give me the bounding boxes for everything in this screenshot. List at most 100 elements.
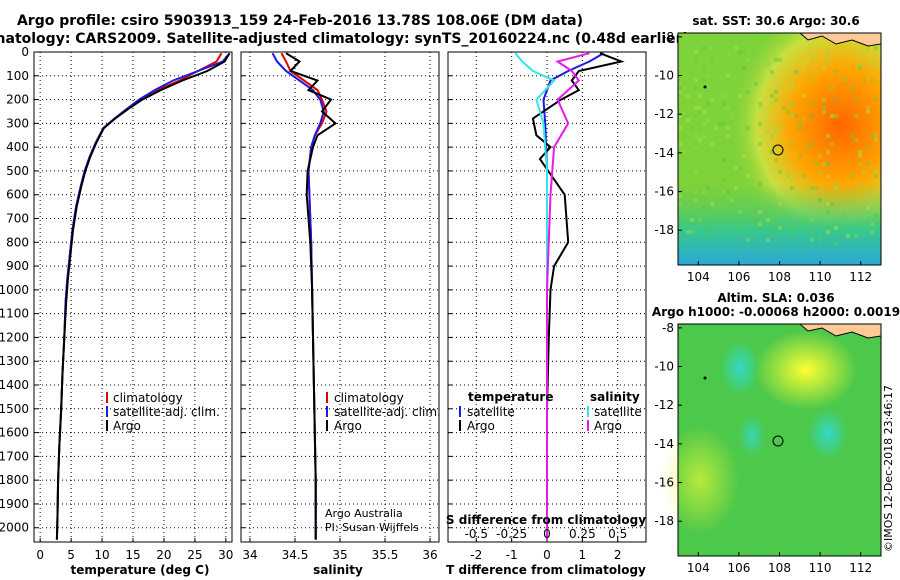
figure-title-line1: Argo profile: csiro 5903913_159 24-Feb-2… <box>17 13 583 29</box>
sst-map-title: sat. SST: 30.6 Argo: 30.6 <box>692 14 859 28</box>
sst-pixel <box>710 58 714 62</box>
sst-pixel <box>866 146 870 150</box>
sst-pixel <box>770 134 774 138</box>
sst-pixel <box>738 166 742 170</box>
sst-pixel <box>686 118 690 122</box>
sst-pixel <box>802 62 806 66</box>
sst-pixel <box>806 146 810 150</box>
depth-tick-label: 1600 <box>0 426 29 440</box>
legend-label-temp-argo: Argo <box>467 419 495 433</box>
depth-tick-label: 2000 <box>0 521 29 535</box>
sst-pixel <box>722 158 726 162</box>
sst-pixel <box>738 210 742 214</box>
depth-tick-label: 1400 <box>0 378 29 392</box>
sst-pixel <box>790 142 794 146</box>
sst-pixel <box>870 202 874 206</box>
x-tick-label: 20 <box>156 548 171 562</box>
series-line-salinity-argo <box>546 52 590 540</box>
sst-pixel <box>790 102 794 106</box>
sst-pixel <box>774 54 778 58</box>
sst-pixel <box>686 94 690 98</box>
lon-tick-label: 112 <box>849 561 872 575</box>
legend-label-climatology: climatology <box>334 391 404 405</box>
sst-pixel <box>710 98 714 102</box>
lat-tick-label: -14 <box>654 146 674 160</box>
sla-high-region-sw <box>660 425 740 535</box>
lat-tick-label: -10 <box>654 69 674 83</box>
sst-pixel <box>810 190 814 194</box>
sst-pixel <box>834 186 838 190</box>
sst-pixel <box>774 58 778 62</box>
s-diff-tick-label: 0.25 <box>569 527 596 541</box>
sst-pixel <box>782 150 786 154</box>
sst-pixel <box>678 82 682 86</box>
sst-pixel <box>722 190 726 194</box>
sst-pixel <box>874 46 878 50</box>
sst-pixel <box>702 110 706 114</box>
sst-pixel-noise <box>678 46 878 246</box>
sst-pixel <box>806 70 810 74</box>
sst-pixel <box>778 126 782 130</box>
sst-pixel <box>770 74 774 78</box>
x-tick-label: 0 <box>543 548 551 562</box>
sst-pixel <box>826 58 830 62</box>
salinity-grid <box>241 51 439 542</box>
sla-christmas-island <box>703 376 707 380</box>
salinity-legend: climatology satellite-adj. clim. Argo <box>326 391 441 433</box>
sst-pixel <box>870 62 874 66</box>
sst-pixel <box>718 122 722 126</box>
sst-pixel <box>694 190 698 194</box>
sst-pixel <box>802 174 806 178</box>
sst-pixel <box>698 218 702 222</box>
legend-label-argo: Argo <box>334 419 362 433</box>
sst-pixel <box>706 102 710 106</box>
lon-tick-label: 112 <box>849 270 872 284</box>
legend-label-sal-argo: Argo <box>594 419 622 433</box>
sst-pixel <box>770 150 774 154</box>
sst-pixel <box>846 234 850 238</box>
sst-pixel <box>790 174 794 178</box>
sst-pixel <box>826 226 830 230</box>
sst-pixel <box>866 110 870 114</box>
sst-pixel <box>782 106 786 110</box>
sst-pixel <box>694 86 698 90</box>
depth-tick-label: 400 <box>6 140 29 154</box>
sst-christmas-island <box>703 85 707 89</box>
sla-low-region-nw <box>720 340 760 396</box>
sst-pixel <box>690 126 694 130</box>
t-difference-label: T difference from climatology <box>446 563 646 577</box>
series-line-climatology <box>55 52 223 540</box>
sst-pixel <box>694 114 698 118</box>
sla-map: Altim. SLA: 0.036 Argo h1000: -0.00068 h… <box>652 291 900 575</box>
sst-pixel <box>722 178 726 182</box>
sst-pixel <box>714 126 718 130</box>
sst-pixel <box>834 182 838 186</box>
sst-pixel <box>794 70 798 74</box>
sst-pixel <box>850 174 854 178</box>
sst-pixel <box>726 190 730 194</box>
sst-pixel <box>678 142 682 146</box>
sst-pixel <box>810 238 814 242</box>
s-diff-tick-label: -0.5 <box>465 527 488 541</box>
sst-pixel <box>730 114 734 118</box>
lon-tick-label: 108 <box>768 561 791 575</box>
sst-pixel <box>870 230 874 234</box>
lon-tick-label: 106 <box>727 270 750 284</box>
sst-pixel <box>758 210 762 214</box>
sst-pixel <box>794 114 798 118</box>
sst-pixel <box>694 198 698 202</box>
sst-pixel <box>822 162 826 166</box>
sst-pixel <box>726 94 730 98</box>
sst-pixel <box>814 70 818 74</box>
sst-pixel <box>758 142 762 146</box>
depth-tick-label: 1900 <box>0 497 29 511</box>
sst-pixel <box>722 122 726 126</box>
sst-pixel <box>858 150 862 154</box>
sst-pixel <box>754 214 758 218</box>
sst-pixel <box>822 98 826 102</box>
sst-pixel <box>690 230 694 234</box>
sst-pixel <box>766 130 770 134</box>
sst-map-axes: 104 106 108 110 112 -8 -10 -12 -14 -16 -18 <box>654 30 872 284</box>
sst-pixel <box>730 198 734 202</box>
sst-pixel <box>726 166 730 170</box>
